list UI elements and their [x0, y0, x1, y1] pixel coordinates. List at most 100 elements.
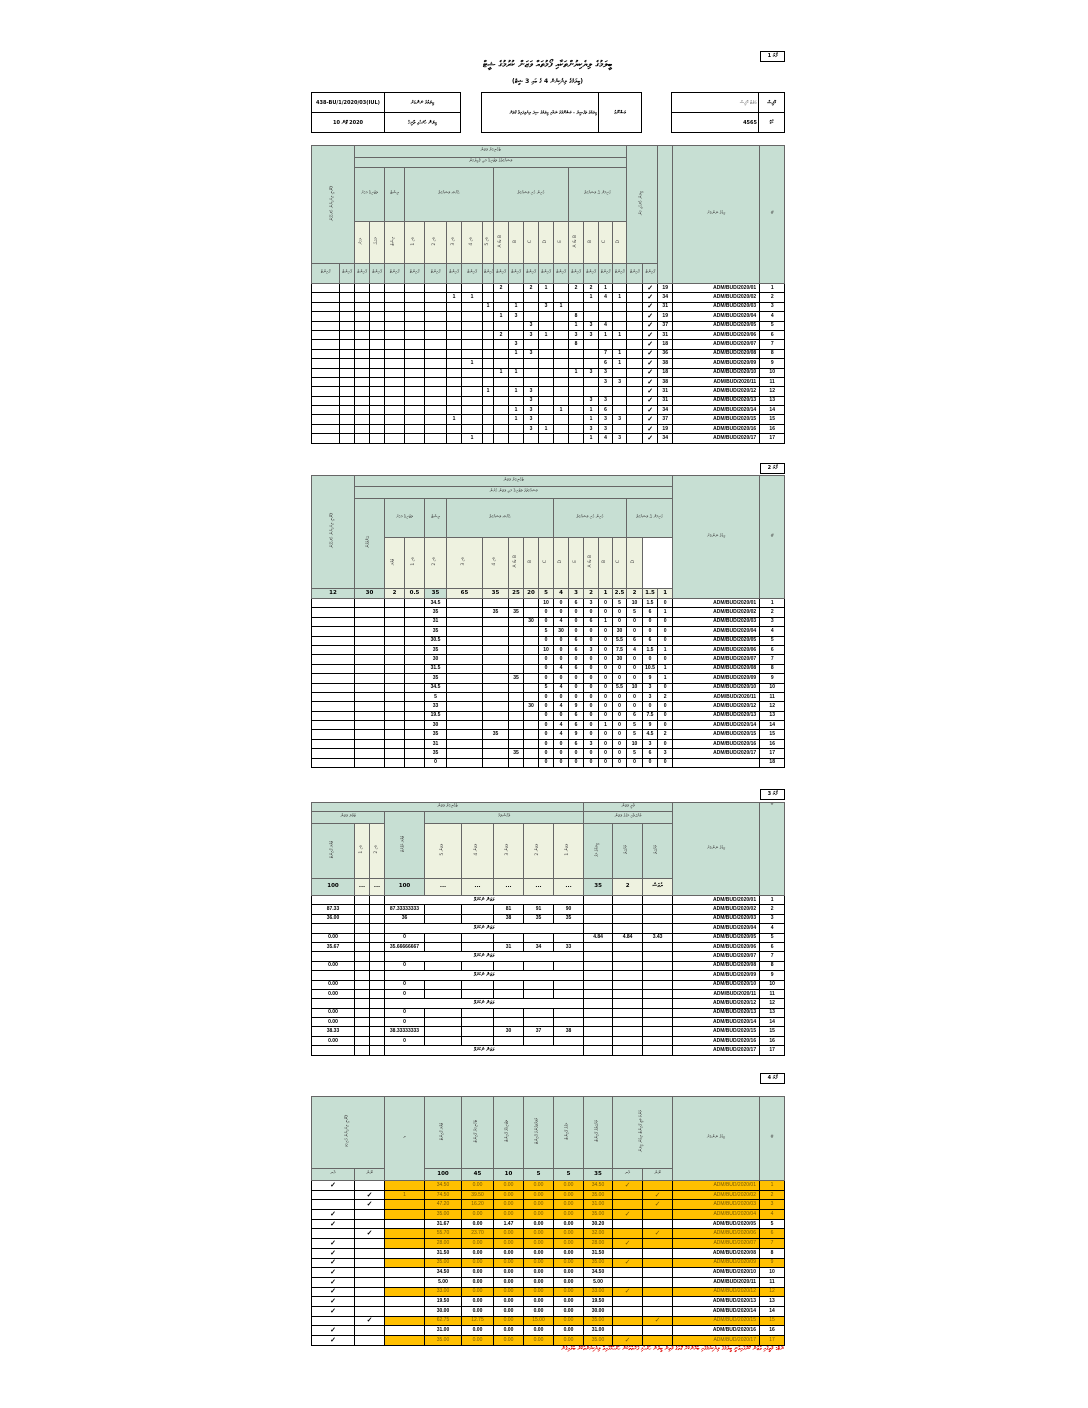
- s3-col-label: ބައި 2: [369, 823, 385, 879]
- row-number: 17: [759, 748, 786, 759]
- table-cell: [553, 423, 569, 435]
- row-number: 15: [759, 729, 786, 740]
- table-cell: [461, 386, 483, 397]
- table-cell: [508, 626, 524, 637]
- row-number: 17: [759, 433, 786, 444]
- table-cell: 3: [598, 395, 613, 407]
- table-cell: [482, 433, 494, 444]
- s1-num-head: #: [759, 145, 786, 284]
- table-cell: [508, 654, 524, 665]
- table-cell: 5.00: [424, 1276, 462, 1288]
- s2-col-label: A & B: [508, 537, 524, 589]
- table-cell: [404, 339, 425, 350]
- table-cell: [354, 635, 385, 646]
- check-icon: ✓: [642, 386, 659, 397]
- row-number: 6: [759, 941, 786, 953]
- table-cell: 3: [583, 423, 599, 435]
- table-cell: [538, 386, 554, 397]
- table-cell: [553, 339, 569, 350]
- table-cell: [339, 367, 355, 378]
- table-cell: [354, 433, 370, 444]
- office-label: އޮފީސް: [758, 92, 785, 113]
- reference-box: (IUL)438-BU/1/2020/03 ބީލަމުގެ ނަންބަރު 2…: [311, 92, 461, 133]
- table-cell: [523, 682, 539, 693]
- s2-weight-value: 0.5: [404, 588, 425, 599]
- table-cell: [384, 701, 405, 712]
- table-cell: 5: [612, 597, 627, 609]
- table-cell: [583, 358, 599, 369]
- table-cell: [311, 423, 340, 435]
- table-row: ✓ 35.00 0.00 0.00 0.00 0.00 35.00 ✓ ADM/BUD/2020…: [311, 1209, 785, 1220]
- table-cell: [384, 720, 405, 731]
- table-cell: [384, 282, 405, 294]
- table-cell: [552, 932, 585, 943]
- check-icon: ✓: [642, 367, 659, 378]
- table-cell: [384, 1286, 425, 1298]
- bid-id: ADM/BUD/2020/06: [672, 329, 761, 341]
- table-cell: 31.50: [583, 1247, 613, 1259]
- table-cell: [523, 960, 554, 972]
- table-row: ✓ 55.70 23.70 0.00 0.00 0.00 32.00 ✓ ADM/BUD/202…: [311, 1228, 785, 1240]
- s1-unit-label: ޕޮއިންޓް: [354, 263, 370, 284]
- table-row: 34.5 5 4 0 0 0 5.5 10 3 0 ADM/BUD/2020/10 10: [311, 682, 786, 693]
- s1-col-label: D: [538, 221, 554, 264]
- table-cell: [626, 395, 644, 407]
- table-cell: 1.5: [642, 644, 658, 656]
- table-row: 1 1 3 1 ✓ 31 ADM/BUD/2020/03 3: [311, 301, 786, 313]
- table-cell: 0: [626, 654, 643, 665]
- table-cell: 31: [657, 386, 674, 397]
- table-cell: [626, 405, 644, 416]
- table-cell: [523, 292, 539, 303]
- table-cell: 33: [552, 941, 585, 953]
- table-cell: [446, 301, 462, 313]
- s1-unit-label: ޕޮއިންޓް: [339, 263, 355, 284]
- table-cell: 5: [626, 748, 643, 759]
- bid-id: ADM/BUD/2020/15: [672, 414, 761, 425]
- table-cell: [404, 358, 425, 369]
- table-cell: 31: [657, 301, 674, 313]
- table-cell: [354, 710, 385, 722]
- row-number: 14: [759, 1017, 786, 1028]
- table-cell: [482, 414, 494, 425]
- table-cell: 30: [424, 720, 447, 731]
- table-cell: [642, 1247, 673, 1259]
- table-cell: 0.00: [553, 1286, 584, 1298]
- table-cell: [612, 1189, 643, 1201]
- table-cell: [461, 904, 494, 915]
- bid-id: ADM/BUD/2020/13: [672, 1007, 761, 1019]
- table-cell: 0: [656, 682, 674, 693]
- s4-unit: އާނ: [311, 1168, 355, 1181]
- check-icon: ✓: [642, 405, 659, 416]
- s1-unit-label: ޕޮއިންޓް: [611, 263, 628, 284]
- table-cell: [493, 292, 509, 303]
- table-cell: [523, 720, 539, 731]
- table-cell: 6: [598, 405, 613, 416]
- bid-id: ADM/BUD/2020/05: [672, 932, 761, 943]
- table-cell: [354, 1296, 385, 1307]
- s1-right-head: ބީލަން ހުށަހެޅި ކަން: [626, 145, 659, 264]
- table-cell: [384, 729, 405, 740]
- table-cell: 7: [598, 348, 613, 360]
- table-cell: [493, 339, 509, 350]
- table-cell: 1: [598, 720, 613, 731]
- table-cell: 3: [583, 597, 599, 609]
- table-cell: 3: [523, 423, 539, 435]
- table-cell: 31.67: [424, 1218, 462, 1230]
- check-icon: ✓: [612, 1286, 643, 1298]
- s1-col-label: ބައި 3: [446, 221, 462, 264]
- table-cell: 37: [523, 1026, 554, 1037]
- table-cell: 1: [508, 367, 524, 378]
- table-cell: [404, 597, 425, 609]
- table-cell: [311, 386, 340, 397]
- table-cell: [538, 339, 554, 350]
- table-cell: [598, 386, 613, 397]
- table-cell: [626, 301, 644, 313]
- table-cell: [583, 339, 599, 350]
- row-number: 12: [759, 701, 786, 712]
- bid-id: [672, 757, 761, 769]
- table-cell: [384, 1247, 425, 1259]
- bid-id: ADM/BUD/2020/13: [672, 710, 761, 722]
- s2-col-label: E: [568, 537, 584, 589]
- table-cell: [354, 329, 370, 341]
- table-cell: 90: [552, 904, 585, 915]
